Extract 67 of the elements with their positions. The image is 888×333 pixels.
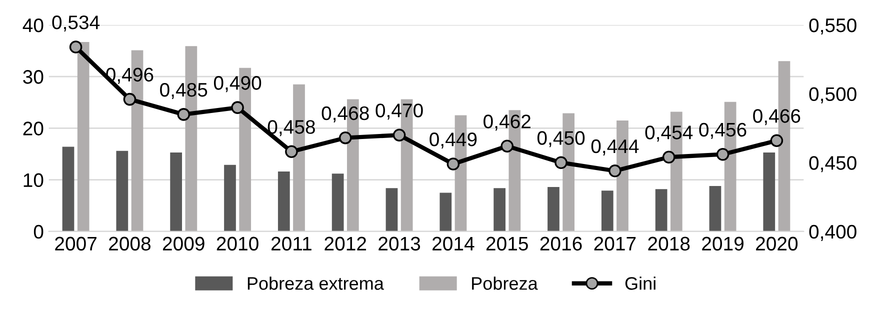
bar xyxy=(601,190,614,232)
x-tick-label: 2015 xyxy=(486,236,528,251)
x-tick-label: 2010 xyxy=(216,236,258,251)
point xyxy=(662,150,676,164)
bar xyxy=(170,152,182,232)
point xyxy=(500,140,514,152)
data-label: 0,444 xyxy=(591,139,639,156)
point xyxy=(231,101,244,114)
bar xyxy=(116,150,128,232)
y2-tick-label: 0,500 xyxy=(809,87,856,104)
legend-label: Pobreza extrema xyxy=(248,276,384,290)
data-label: 0,454 xyxy=(645,126,693,142)
y-tick-label: 20 xyxy=(23,122,44,136)
x-tick-label: 2016 xyxy=(540,236,582,251)
data-label: 0,468 xyxy=(322,106,369,122)
bar xyxy=(655,189,668,232)
point xyxy=(285,145,298,158)
bar xyxy=(440,192,452,232)
x-tick-label: 2008 xyxy=(109,236,150,251)
legend-label: Gini xyxy=(625,276,656,290)
x-tick-label: 2009 xyxy=(162,236,204,251)
x-tick-label: 2013 xyxy=(378,236,420,251)
y-tick-label: 0 xyxy=(34,224,44,239)
data-label: 0,462 xyxy=(484,114,530,131)
data-label: 0,458 xyxy=(268,120,315,136)
x-tick-label: 2014 xyxy=(432,236,474,251)
point xyxy=(392,128,406,142)
bar xyxy=(332,174,344,232)
bar xyxy=(548,187,560,232)
point xyxy=(338,131,352,144)
y2-tick-label: 0,550 xyxy=(809,18,856,35)
bar xyxy=(763,152,776,232)
y-tick-label: 40 xyxy=(22,18,44,32)
data-label: 0,490 xyxy=(214,76,262,92)
x-tick-label: 2012 xyxy=(324,236,366,251)
point xyxy=(446,158,460,170)
point xyxy=(69,40,82,54)
y-tick-label: 10 xyxy=(24,173,44,188)
legend-label: Pobreza xyxy=(472,276,538,290)
bar xyxy=(62,146,74,232)
x-tick-label: 2020 xyxy=(756,236,798,251)
data-label: 0,466 xyxy=(753,109,800,126)
point xyxy=(554,156,568,170)
data-label: 0,449 xyxy=(430,132,477,149)
x-tick-label: 2019 xyxy=(702,236,744,251)
data-label: 0,450 xyxy=(537,131,585,148)
bar xyxy=(709,186,722,232)
y-tick-label: 30 xyxy=(23,70,44,84)
y2-tick-label: 0,450 xyxy=(809,156,856,172)
x-tick-label: 2011 xyxy=(272,236,312,251)
data-label: 0,534 xyxy=(52,15,100,32)
point xyxy=(177,108,190,121)
point xyxy=(716,148,730,161)
x-tick-label: 2018 xyxy=(648,236,690,251)
data-label: 0,485 xyxy=(160,82,208,100)
bar xyxy=(278,172,290,232)
y2-tick-label: 0,400 xyxy=(809,224,856,241)
bar xyxy=(386,188,398,232)
data-label: 0,456 xyxy=(699,122,746,139)
point xyxy=(770,134,784,147)
bar xyxy=(494,188,506,232)
data-label: 0,470 xyxy=(376,104,423,120)
point xyxy=(123,92,136,106)
x-tick-label: 2007 xyxy=(55,236,96,251)
x-tick-label: 2017 xyxy=(594,236,636,251)
point xyxy=(608,164,622,178)
bar xyxy=(224,164,236,232)
